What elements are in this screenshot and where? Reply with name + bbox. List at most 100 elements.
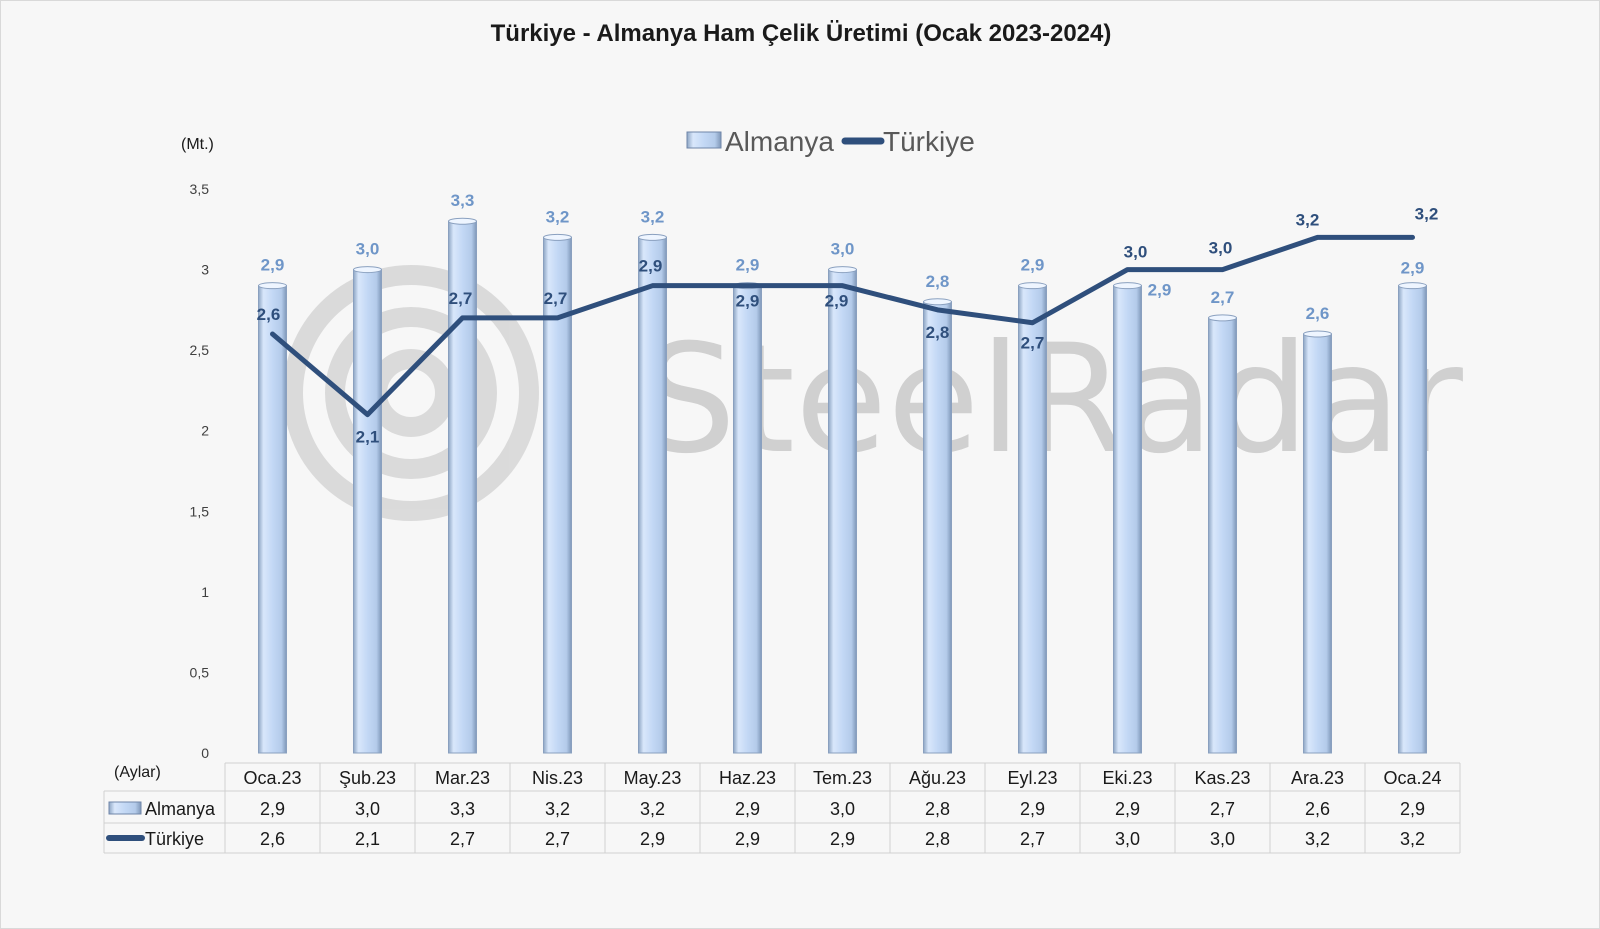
line-data-label: 3,2 <box>1415 204 1439 223</box>
bar <box>1208 317 1237 754</box>
bar-data-label: 2,7 <box>1211 288 1235 307</box>
table-cell-almanya: 2,9 <box>1115 799 1140 819</box>
line-data-label: 2,9 <box>639 257 663 276</box>
bar <box>1303 333 1332 754</box>
x-tick-label: Şub.23 <box>339 768 396 788</box>
x-axis-label: (Aylar) <box>114 764 161 781</box>
table-row-label-turkiye: Türkiye <box>145 829 204 849</box>
chart-title: Türkiye - Almanya Ham Çelik Üretimi (Oca… <box>491 20 1112 47</box>
x-tick-label: Tem.23 <box>813 768 872 788</box>
x-tick-label: Eki.23 <box>1102 768 1152 788</box>
bar-labels-almanya: 2,9 3,0 3,3 3,2 3,2 2,9 3,0 2,8 2,9 2,9 2,7 2,6 2,9 <box>261 191 1425 323</box>
y-tick-label: 2 <box>201 423 209 439</box>
line-data-label: 3,0 <box>1124 243 1148 262</box>
bar <box>828 269 857 754</box>
line-path <box>270 234 1415 418</box>
bar-cap <box>1113 282 1142 290</box>
data-table: Oca.23 2,9 2,6 Şub.23 3,0 2,1 Mar.23 3,3 2,7 Nis.… <box>103 762 1461 854</box>
table-cell-almanya: 2,6 <box>1305 799 1330 819</box>
table-cell-turkiye: 2,7 <box>450 829 475 849</box>
table-cell-turkiye: 2,6 <box>260 829 285 849</box>
line-data-label: 2,9 <box>825 292 849 311</box>
table-cell-almanya: 2,9 <box>1400 799 1425 819</box>
y-tick-label: 3,5 <box>190 181 210 197</box>
bar-data-label: 2,9 <box>1021 256 1045 275</box>
y-tick-label: 1 <box>201 584 209 600</box>
table-cell-almanya: 2,7 <box>1210 799 1235 819</box>
bar-cap <box>638 233 667 241</box>
table-cell-almanya: 3,2 <box>545 799 570 819</box>
bar-cap <box>543 233 572 241</box>
bar-data-label: 3,2 <box>546 207 570 226</box>
line-data-label: 2,7 <box>544 289 568 308</box>
bar-cap <box>448 217 477 225</box>
bar-cap <box>258 282 287 290</box>
bar-cap <box>923 298 952 306</box>
bar-cap <box>1018 282 1047 290</box>
line-data-label: 2,7 <box>1021 334 1045 353</box>
bar-data-label: 2,9 <box>261 256 285 275</box>
legend-almanya-swatch <box>686 131 722 149</box>
x-tick-label: May.23 <box>624 768 682 788</box>
y-tick-label: 2,5 <box>190 342 210 358</box>
table-cell-turkiye: 3,2 <box>1400 829 1425 849</box>
line-data-label: 2,9 <box>736 292 760 311</box>
x-tick-label: Eyl.23 <box>1007 768 1057 788</box>
bar <box>1113 285 1142 754</box>
table-cell-almanya: 3,0 <box>355 799 380 819</box>
x-tick-label: Oca.24 <box>1383 768 1441 788</box>
table-cell-almanya: 2,8 <box>925 799 950 819</box>
table-cell-turkiye: 3,0 <box>1115 829 1140 849</box>
bar-data-label: 3,0 <box>831 240 855 259</box>
x-tick-label: Kas.23 <box>1194 768 1250 788</box>
table-legend-almanya-swatch <box>108 801 142 815</box>
bar <box>733 285 762 754</box>
bar <box>543 236 572 754</box>
bar <box>923 301 952 754</box>
x-tick-label: Mar.23 <box>435 768 490 788</box>
bar-data-label: 3,0 <box>356 240 380 259</box>
bar-cap <box>353 266 382 274</box>
table-row-label-almanya: Almanya <box>145 799 216 819</box>
bar <box>638 236 667 754</box>
bar-cap <box>1398 282 1427 290</box>
bar <box>448 220 477 754</box>
bar-cap <box>1303 330 1332 338</box>
x-tick-label: Ara.23 <box>1291 768 1344 788</box>
table-cell-almanya: 3,2 <box>640 799 665 819</box>
table-cell-turkiye: 2,9 <box>735 829 760 849</box>
bar-cap <box>1208 314 1237 322</box>
watermark-logo <box>283 265 539 521</box>
x-tick-label: Ağu.23 <box>909 768 966 788</box>
bar <box>353 269 382 754</box>
table-cell-turkiye: 2,8 <box>925 829 950 849</box>
bar <box>1398 285 1427 754</box>
table-cell-turkiye: 2,9 <box>640 829 665 849</box>
bar-data-label: 2,9 <box>1401 259 1425 278</box>
bar-data-label: 2,8 <box>926 272 950 291</box>
table-cell-turkiye: 2,9 <box>830 829 855 849</box>
bar-data-label: 2,6 <box>1306 304 1330 323</box>
line-data-label: 3,0 <box>1209 239 1233 258</box>
line-data-label: 2,7 <box>449 289 473 308</box>
y-tick-label: 3 <box>201 262 209 278</box>
table-cell-turkiye: 3,2 <box>1305 829 1330 849</box>
line-data-label: 2,8 <box>926 323 950 342</box>
table-cell-almanya: 2,9 <box>260 799 285 819</box>
line-data-label: 3,2 <box>1296 210 1320 229</box>
bar-data-label: 3,3 <box>451 191 475 210</box>
x-tick-label: Nis.23 <box>532 768 583 788</box>
bar <box>258 285 287 754</box>
y-tick-label: 0 <box>201 745 209 761</box>
bar-series-almanya <box>258 217 1427 754</box>
y-tick-label: 0,5 <box>190 664 210 680</box>
line-data-label: 2,1 <box>356 428 380 447</box>
legend-turkiye-label: Türkiye <box>883 126 975 157</box>
bar-data-label: 3,2 <box>641 207 665 226</box>
bar-cap <box>828 266 857 274</box>
y-axis-ticks: 0 0,5 1 1,5 2 2,5 3 3,5 <box>190 181 210 761</box>
y-tick-label: 1,5 <box>190 503 210 519</box>
line-series-turkiye <box>270 234 1415 418</box>
table-cell-turkiye: 3,0 <box>1210 829 1235 849</box>
